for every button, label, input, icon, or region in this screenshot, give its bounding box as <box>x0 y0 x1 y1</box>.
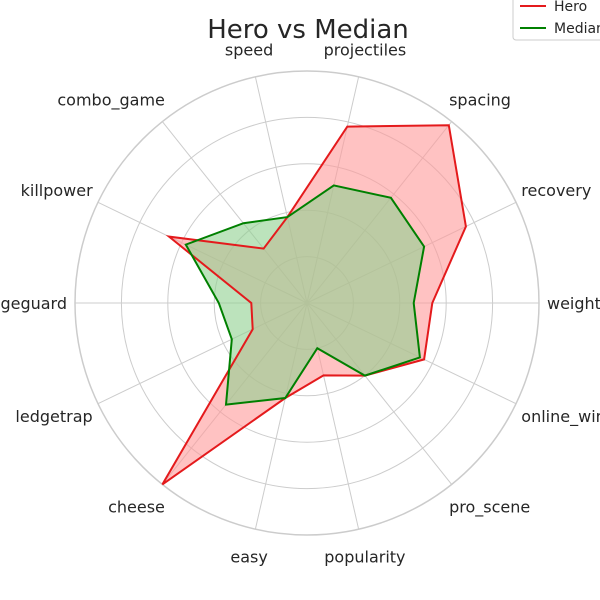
axis-label-easy: easy <box>230 548 267 567</box>
radar-series <box>161 124 467 486</box>
axis-label-ledgetrap: ledgetrap <box>15 407 92 426</box>
legend: Hero Median <box>512 0 600 41</box>
axis-label-online_winrate: online_winrate <box>521 407 600 427</box>
axis-label-recovery: recovery <box>521 181 591 200</box>
axis-label-spacing: spacing <box>449 91 511 110</box>
axis-label-speed: speed <box>225 41 273 60</box>
series-area-median <box>185 185 425 405</box>
axis-label-pro_scene: pro_scene <box>449 497 530 517</box>
axis-label-combo_game: combo_game <box>57 91 165 111</box>
chart-title: Hero vs Median <box>207 15 409 45</box>
legend-label-hero: Hero <box>554 0 587 15</box>
legend-box <box>512 0 600 41</box>
axis-label-killpower: killpower <box>21 181 93 200</box>
series-line-median <box>184 184 426 406</box>
axis-labels: weight recovery spacing projectiles speed com… <box>0 41 600 567</box>
series-line-hero <box>161 124 467 486</box>
legend-label-median: Median <box>554 21 600 37</box>
axis-label-edgeguard: edgeguard <box>0 294 67 313</box>
axis-label-cheese: cheese <box>108 497 165 516</box>
axis-label-projectiles: projectiles <box>324 41 407 60</box>
axis-label-weight: weight <box>547 294 600 313</box>
axis-label-popularity: popularity <box>324 548 405 567</box>
